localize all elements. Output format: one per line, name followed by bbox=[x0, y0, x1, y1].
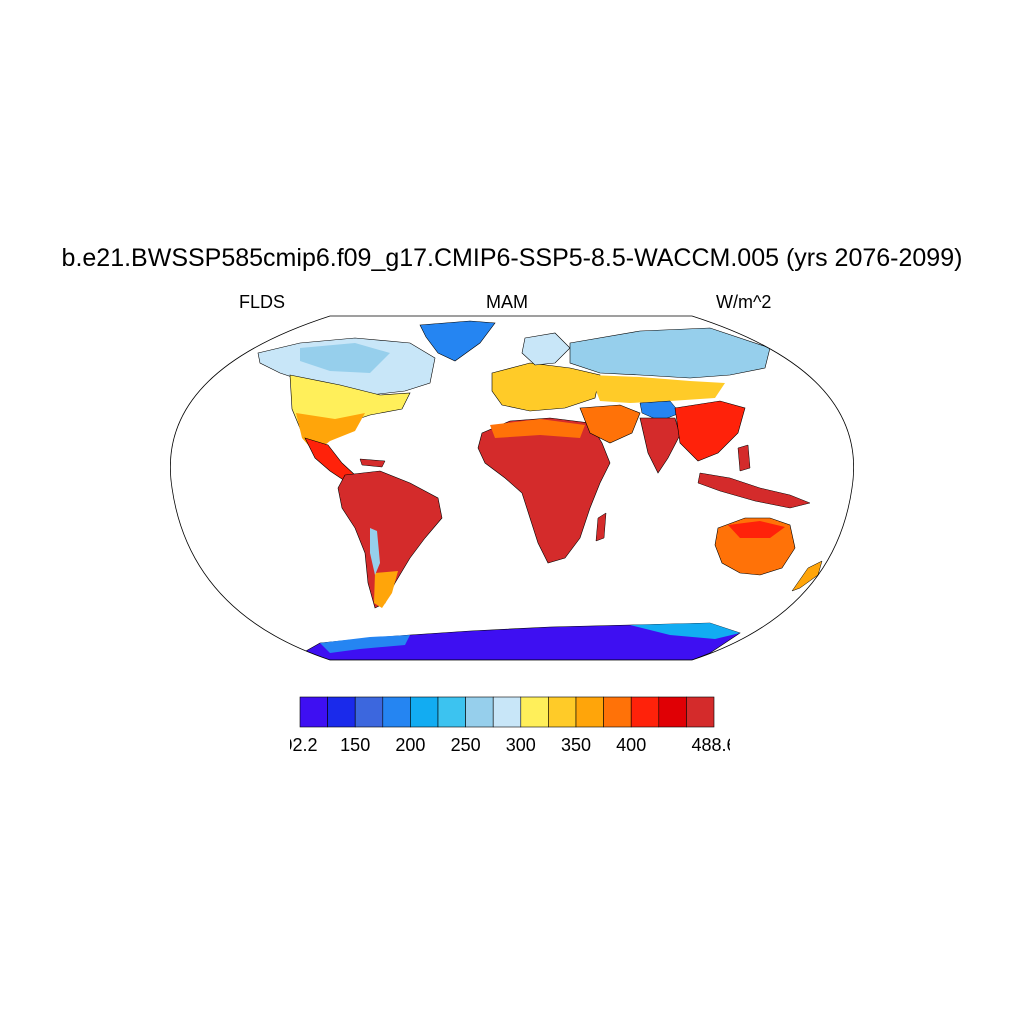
north-america-cool bbox=[300, 343, 390, 373]
colorbar-box bbox=[465, 696, 494, 728]
map-border bbox=[170, 315, 854, 661]
east-asia bbox=[674, 400, 746, 462]
india bbox=[639, 417, 681, 474]
andes bbox=[370, 528, 380, 575]
south-america-south bbox=[374, 571, 398, 608]
colorbar-box bbox=[382, 696, 411, 728]
new-zealand bbox=[791, 560, 823, 592]
colorbar-box bbox=[658, 696, 687, 728]
africa bbox=[477, 417, 611, 564]
colorbar-box bbox=[492, 696, 522, 728]
colorbar-tick-label: 488.6 bbox=[691, 735, 730, 755]
central-asia bbox=[590, 375, 725, 403]
colorbar-box bbox=[437, 696, 466, 728]
madagascar bbox=[595, 512, 607, 542]
variable-label: FLDS bbox=[239, 292, 286, 312]
colorbar-box bbox=[327, 696, 356, 728]
colorbar-box bbox=[686, 696, 715, 728]
colorbar-box bbox=[520, 696, 549, 728]
colorbar: 92.2 150 200 250 300 350 400 488.6 bbox=[290, 696, 730, 755]
middle-east bbox=[579, 404, 641, 444]
philippines bbox=[737, 444, 751, 472]
colorbar-tick-label: 92.2 bbox=[290, 735, 318, 755]
colorbar-tick-label: 350 bbox=[561, 735, 591, 755]
world-map bbox=[170, 315, 854, 661]
tibet bbox=[639, 400, 681, 422]
colorbar-tick-label: 400 bbox=[616, 735, 646, 755]
greenland bbox=[419, 320, 496, 362]
siberia bbox=[569, 327, 771, 379]
plot-title: b.e21.BWSSP585cmip6.f09_g17.CMIP6-SSP5-8… bbox=[61, 244, 963, 272]
colorbar-box bbox=[630, 696, 660, 728]
north-africa bbox=[490, 419, 585, 438]
colorbar-tick-label: 150 bbox=[340, 735, 370, 755]
maritime-continent bbox=[697, 472, 811, 509]
colorbar-box bbox=[410, 696, 439, 728]
antarctica-edge bbox=[320, 635, 410, 653]
colorbar-tick-label: 300 bbox=[506, 735, 536, 755]
colorbar-box bbox=[548, 696, 577, 728]
caribbean bbox=[359, 458, 386, 468]
colorbar-box bbox=[575, 696, 604, 728]
antarctica-edge-east bbox=[630, 623, 740, 639]
europe bbox=[491, 362, 601, 412]
units-label: W/m^2 bbox=[716, 292, 772, 312]
scandinavia bbox=[521, 332, 571, 366]
colorbar-box bbox=[354, 696, 384, 728]
colorbar-tick-label: 250 bbox=[451, 735, 481, 755]
season-label: MAM bbox=[486, 292, 528, 312]
north-america-warm bbox=[296, 413, 365, 453]
colorbar-tick-label: 200 bbox=[395, 735, 425, 755]
colorbar-box bbox=[603, 696, 632, 728]
north-australia bbox=[728, 521, 785, 538]
colorbar-box bbox=[299, 696, 328, 728]
